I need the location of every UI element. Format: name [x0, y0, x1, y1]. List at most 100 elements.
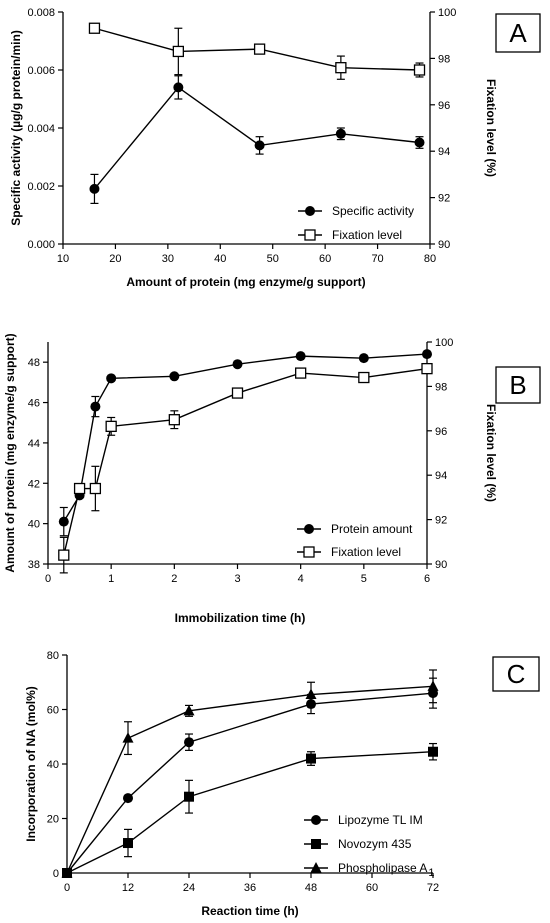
legend-marker	[311, 839, 321, 849]
data-point	[335, 62, 347, 74]
x-axis-label: Reaction time (h)	[201, 904, 298, 918]
x-tick-label: 2	[171, 573, 177, 585]
legend-marker	[310, 862, 322, 873]
series-2	[61, 669, 439, 878]
legend-label-subscript: 1	[428, 867, 434, 879]
data-point	[253, 43, 266, 55]
series-0	[89, 75, 425, 204]
data-point	[358, 353, 369, 364]
data-point	[105, 420, 117, 433]
x-axis-label: Amount of protein (mg enzyme/g support)	[126, 275, 365, 289]
data-point	[106, 373, 117, 384]
y2-tick-label: 90	[435, 559, 447, 571]
panel-label-box	[495, 13, 541, 53]
y2-axis-label: Fixation level (%)	[484, 79, 498, 177]
x-tick-label: 30	[162, 253, 174, 265]
legend-label: Protein amount	[331, 522, 413, 536]
legend-marker	[303, 546, 315, 558]
legend-label: Lipozyme TL IM	[338, 813, 423, 827]
data-point	[306, 753, 316, 764]
y2-tick-label: 98	[438, 53, 450, 65]
y-tick-label: 80	[47, 650, 59, 662]
legend-label: Novozym 435	[338, 837, 412, 851]
x-tick-label: 60	[366, 882, 378, 894]
x-axis-label: Immobilization time (h)	[175, 611, 306, 625]
y2-tick-label: 94	[435, 470, 447, 482]
data-point	[414, 137, 425, 148]
legend-label: Fixation level	[332, 228, 402, 242]
data-point	[232, 359, 243, 370]
chart-panel-a: 10 20 30 40 50 60 70 80 0.000 0.002 0.004 0.006 0.00…	[9, 7, 541, 289]
data-point	[89, 183, 100, 194]
y-axis-label: Incorporation of NA (mol%)	[24, 686, 38, 842]
series-line	[63, 353, 428, 522]
y2-tick-label: 96	[438, 100, 450, 112]
y-tick-label: 38	[28, 559, 40, 571]
data-point	[58, 516, 69, 527]
data-point	[61, 867, 73, 878]
data-point	[295, 351, 306, 362]
y-tick-label: 0.000	[27, 239, 55, 251]
data-point	[421, 362, 433, 375]
panel-label: C	[507, 659, 526, 689]
x-tick-label: 24	[183, 882, 195, 894]
y2-tick-label: 98	[435, 381, 447, 393]
panel-label: B	[509, 370, 526, 400]
x-tick-label: 20	[109, 253, 121, 265]
y2-tick-label: 94	[438, 146, 450, 158]
data-point	[335, 128, 346, 139]
y2-tick-label: 100	[438, 7, 456, 19]
panel-label-box	[492, 656, 540, 692]
data-point	[427, 680, 439, 691]
x-tick-label: 3	[234, 573, 240, 585]
data-point	[90, 401, 101, 412]
y-tick-label: 40	[28, 519, 40, 531]
data-point	[122, 732, 134, 743]
data-point	[168, 414, 180, 426]
y-axis-label: Specific activity (µg/g protein/min)	[9, 30, 23, 226]
y-tick-label: 20	[47, 814, 59, 826]
data-point	[183, 704, 195, 716]
data-point	[254, 140, 265, 151]
data-point	[172, 45, 184, 58]
series-1	[58, 362, 433, 574]
data-point	[231, 387, 244, 399]
y2-tick-label: 92	[435, 515, 447, 527]
x-tick-label: 70	[371, 253, 383, 265]
data-point	[123, 793, 133, 804]
x-tick-label: 4	[298, 573, 304, 585]
y2-axis-label: Fixation level (%)	[484, 404, 498, 502]
x-tick-label: 12	[122, 882, 134, 894]
x-tick-label: 5	[361, 573, 367, 585]
panel-label-box	[495, 366, 541, 404]
data-point	[184, 791, 194, 802]
legend-label: Phospholipase A	[338, 861, 427, 875]
y2-tick-label: 92	[438, 193, 450, 205]
data-point	[173, 82, 184, 93]
data-point	[89, 482, 102, 495]
x-tick-label: 0	[64, 882, 70, 894]
y-tick-label: 42	[28, 478, 40, 490]
legend-label: Fixation level	[331, 545, 401, 559]
data-point	[358, 371, 370, 384]
y-tick-label: 0.004	[27, 123, 55, 135]
data-point	[295, 367, 307, 379]
chart-panel-c: 0 12 24 36 48 60 72 0 20 40 60 80 Reaction time (h) I…	[24, 650, 540, 918]
data-point	[73, 482, 86, 495]
legend-marker	[304, 229, 316, 241]
y-tick-label: 48	[28, 357, 40, 369]
x-tick-label: 40	[214, 253, 226, 265]
x-tick-label: 48	[305, 882, 317, 894]
y-tick-label: 0	[53, 868, 59, 880]
y-tick-label: 44	[28, 438, 40, 450]
data-point	[184, 737, 194, 748]
y-tick-label: 40	[47, 759, 59, 771]
panel-label: A	[509, 18, 527, 48]
y2-tick-label: 90	[438, 239, 450, 251]
chart-panel-b: 0 1 2 3 4 5 6 38 40 42 44 46 48 90 92 94 96 98 100 Immobili…	[3, 333, 541, 625]
x-tick-label: 50	[267, 253, 279, 265]
legend-marker	[304, 524, 314, 534]
legend-label: Specific activity	[332, 204, 414, 218]
data-point	[422, 349, 432, 360]
